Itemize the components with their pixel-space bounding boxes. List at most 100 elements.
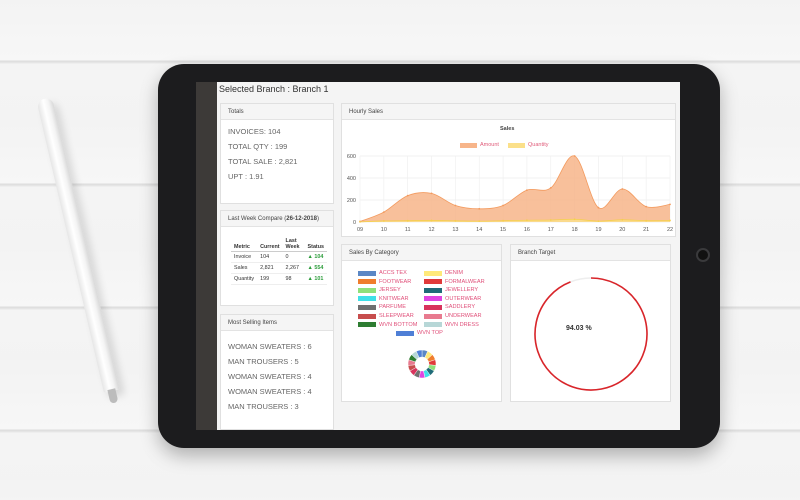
tablet-screen: Selected Branch : Branch 1 Totals INVOIC… xyxy=(196,82,680,430)
list-item: WOMAN SWEATERS : 4 xyxy=(228,372,312,381)
category-swatch xyxy=(424,322,442,328)
category-label: FOOTWEAR xyxy=(379,278,412,285)
legend-swatch-quantity xyxy=(508,142,525,148)
hourly-sales-heading: Hourly Sales xyxy=(342,104,675,120)
totals-heading: Totals xyxy=(221,104,333,120)
category-swatch xyxy=(358,322,376,328)
series-area-amount xyxy=(360,155,670,222)
category-swatch xyxy=(396,330,414,336)
y-tick-label: 0 xyxy=(353,220,356,226)
total-sale: TOTAL SALE : 2,821 xyxy=(228,157,298,166)
compare-panel: Last Week Compare (26-12-2018) Metric Cu… xyxy=(220,210,334,306)
data-point xyxy=(597,206,600,209)
target-value: 94.03 % xyxy=(566,325,592,332)
category-label: PARFUME xyxy=(379,304,406,311)
branch-title: Selected Branch : Branch 1 xyxy=(219,84,329,94)
category-heading: Sales By Category xyxy=(342,245,501,261)
totals-panel: Totals INVOICES: 104 TOTAL QTY : 199 TOT… xyxy=(220,103,334,204)
list-item: WOMAN SWEATERS : 6 xyxy=(228,342,312,351)
stylus-tip xyxy=(107,388,119,404)
data-point xyxy=(573,155,576,157)
cell-last: 98 xyxy=(282,273,305,285)
data-point xyxy=(406,194,409,197)
category-legend-item: WVN TOP xyxy=(396,330,443,336)
target-progress-arc xyxy=(534,277,648,391)
category-legend-item: UNDERWEAR xyxy=(424,313,482,319)
x-tick-label: 11 xyxy=(405,227,411,233)
category-swatch xyxy=(424,304,442,310)
category-label: JEWELLERY xyxy=(445,287,479,294)
x-tick-label: 10 xyxy=(381,227,387,233)
tablet-device: Selected Branch : Branch 1 Totals INVOIC… xyxy=(158,64,720,448)
x-tick-label: 22 xyxy=(667,227,673,233)
list-item: MAN TROUSERS : 5 xyxy=(228,357,299,366)
cell-current: 199 xyxy=(257,273,283,285)
x-tick-label: 15 xyxy=(500,227,506,233)
cell-status: ▲ 101 xyxy=(304,273,328,285)
data-point xyxy=(502,219,504,222)
compare-table: Metric Current Last Week Status Invoice … xyxy=(231,237,328,285)
data-point xyxy=(430,192,433,195)
dashboard-content: Selected Branch : Branch 1 Totals INVOIC… xyxy=(217,82,680,430)
category-swatch xyxy=(358,313,376,319)
data-point xyxy=(573,218,576,221)
branch-target-heading: Branch Target xyxy=(511,245,670,261)
cell-metric: Quantity xyxy=(231,273,258,285)
x-tick-label: 20 xyxy=(619,227,625,233)
data-point xyxy=(478,220,481,223)
category-swatch xyxy=(358,296,376,302)
x-tick-label: 21 xyxy=(643,227,649,233)
cell-last: 2,267 xyxy=(282,262,305,274)
cell-metric: Invoice xyxy=(231,251,258,263)
sidebar xyxy=(196,82,217,430)
data-point xyxy=(406,219,409,222)
legend-quantity: Quantity xyxy=(508,142,548,148)
data-point xyxy=(597,220,600,223)
data-point xyxy=(669,219,671,222)
data-point xyxy=(621,188,624,190)
y-tick-label: 400 xyxy=(347,176,356,182)
category-swatch xyxy=(424,287,442,293)
data-point xyxy=(645,219,648,222)
data-point xyxy=(382,211,385,213)
compare-heading: Last Week Compare (26-12-2018) xyxy=(221,211,333,227)
cell-last: 0 xyxy=(282,251,305,263)
total-qty: TOTAL QTY : 199 xyxy=(228,142,288,151)
category-legend-item: PARFUME xyxy=(358,304,406,310)
donut-slice xyxy=(416,349,423,358)
col-last-week: Last Week xyxy=(282,237,305,252)
category-legend-item: OUTERWEAR xyxy=(424,296,481,302)
series-line-amount xyxy=(359,155,671,222)
cell-metric: Sales xyxy=(231,262,258,274)
x-tick-label: 19 xyxy=(595,227,601,233)
cell-status: ▲ 104 xyxy=(304,251,328,263)
hourly-sales-chart: 0 200 400 600 09 10 11 12 13 14 15 16 17 18 19 20 21 22 xyxy=(347,154,673,233)
category-legend-item: FOOTWEAR xyxy=(358,279,411,285)
x-tick-label: 17 xyxy=(548,227,554,233)
category-legend-item: WVN DRESS xyxy=(424,322,479,328)
category-legend-item: KNITWEAR xyxy=(358,296,409,302)
total-upt: UPT : 1.91 xyxy=(228,172,264,181)
category-swatch xyxy=(358,287,376,293)
data-point xyxy=(454,204,457,207)
total-invoices: INVOICES: 104 xyxy=(228,127,281,136)
category-label: OUTERWEAR xyxy=(445,295,482,302)
category-legend-item: JERSEY xyxy=(358,287,401,293)
category-label: SADDLERY xyxy=(445,304,476,311)
category-legend-item: SADDLERY xyxy=(424,304,475,310)
col-current: Current xyxy=(257,237,283,252)
category-panel: Sales By Category ACCS TEX DENIM FOOTWEAR F… xyxy=(341,244,502,402)
table-row: Sales 2,821 2,267 ▲ 554 xyxy=(231,262,328,274)
most-selling-heading: Most Selling Items xyxy=(221,315,333,331)
y-tick-label: 200 xyxy=(347,198,356,204)
category-swatch xyxy=(424,279,442,285)
legend-amount: Amount xyxy=(460,142,499,148)
list-item: MAN TROUSERS : 3 xyxy=(228,402,299,411)
category-label: WVN TOP xyxy=(417,330,443,337)
cell-current: 2,821 xyxy=(257,262,283,274)
category-legend-item: JEWELLERY xyxy=(424,287,478,293)
x-tick-label: 12 xyxy=(428,227,434,233)
cell-current: 104 xyxy=(257,251,283,263)
data-point xyxy=(478,207,481,210)
x-tick-label: 09 xyxy=(357,227,363,233)
